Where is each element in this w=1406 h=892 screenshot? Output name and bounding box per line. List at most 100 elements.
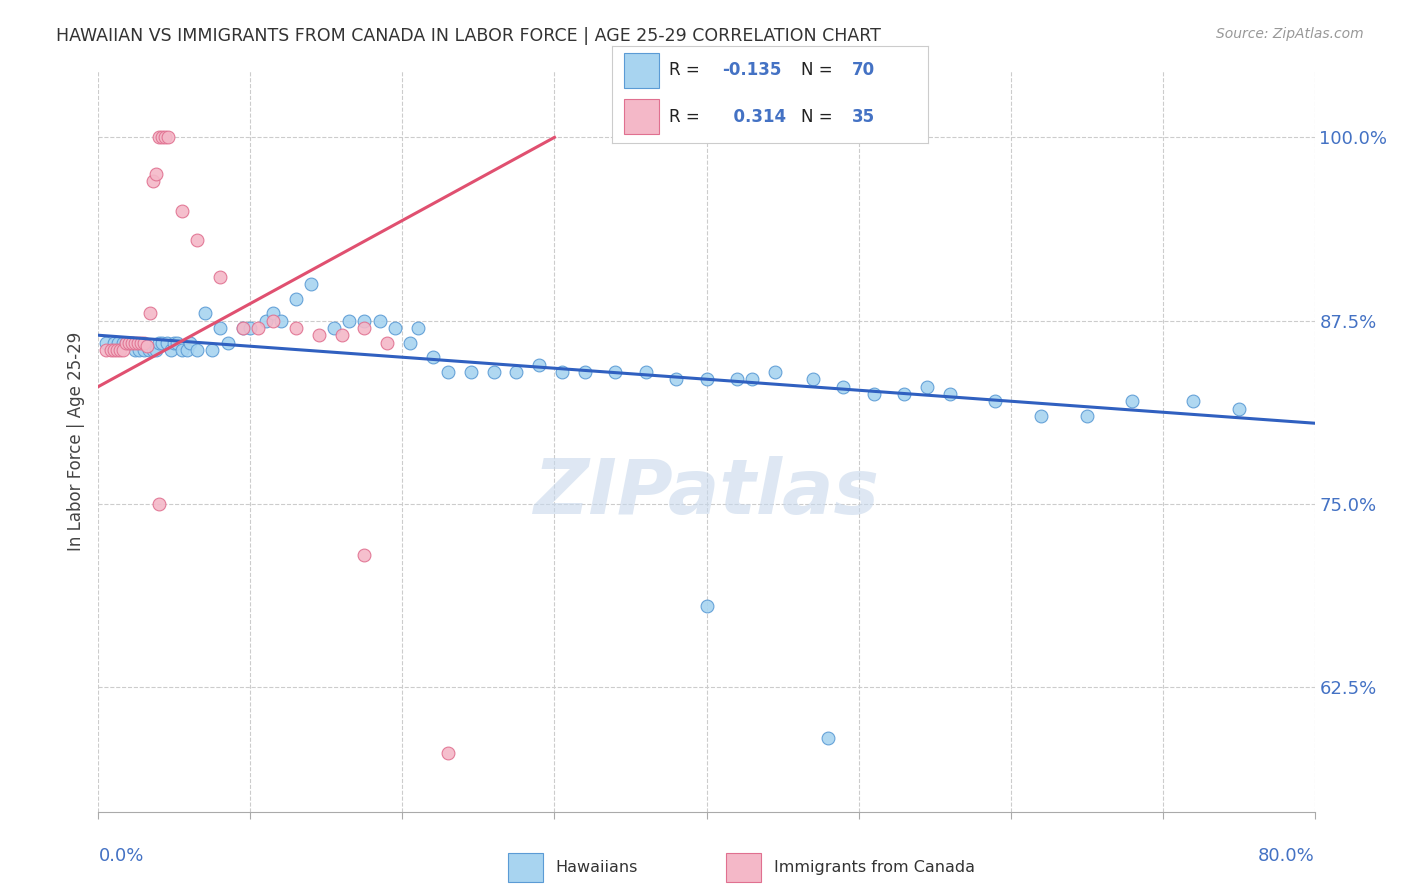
Point <box>94 335 117 350</box>
Point <box>156 335 179 350</box>
Point <box>100 343 122 357</box>
Point <box>170 203 193 218</box>
Text: 70: 70 <box>852 62 875 79</box>
Point <box>696 599 718 614</box>
Point <box>437 365 460 379</box>
Text: 0.0%: 0.0% <box>98 847 143 865</box>
Point <box>186 343 208 357</box>
Point <box>127 335 149 350</box>
Point <box>160 343 183 357</box>
Point <box>108 343 131 357</box>
Bar <box>725 854 761 881</box>
Point <box>801 372 824 386</box>
Point <box>551 365 574 379</box>
Point <box>176 343 198 357</box>
Point <box>984 394 1007 409</box>
Text: HAWAIIAN VS IMMIGRANTS FROM CANADA IN LABOR FORCE | AGE 25-29 CORRELATION CHART: HAWAIIAN VS IMMIGRANTS FROM CANADA IN LA… <box>56 27 882 45</box>
Point <box>529 358 551 372</box>
Text: N =: N = <box>801 62 838 79</box>
Point <box>142 343 165 357</box>
Text: ZIPatlas: ZIPatlas <box>533 457 880 531</box>
Point <box>1076 409 1098 423</box>
Point <box>939 387 962 401</box>
Point <box>247 321 270 335</box>
Point <box>763 365 786 379</box>
Point <box>166 335 188 350</box>
Point <box>194 306 217 320</box>
Point <box>209 321 232 335</box>
Text: 35: 35 <box>852 108 875 126</box>
Point <box>262 313 284 327</box>
Point <box>124 343 146 357</box>
Point <box>353 548 375 562</box>
Point <box>817 731 839 746</box>
Point <box>103 343 125 357</box>
Point <box>574 365 596 379</box>
Text: N =: N = <box>801 108 838 126</box>
Point <box>330 328 353 343</box>
Point <box>179 335 201 350</box>
Point <box>148 335 170 350</box>
Point <box>121 335 143 350</box>
Point <box>105 343 128 357</box>
Point <box>384 321 406 335</box>
Point <box>323 321 346 335</box>
Point <box>145 167 167 181</box>
Point <box>696 372 718 386</box>
Point <box>299 277 322 291</box>
Point <box>155 130 177 145</box>
Point <box>375 335 398 350</box>
Point <box>114 335 136 350</box>
Point <box>665 372 688 386</box>
Point <box>862 387 884 401</box>
Point <box>406 321 429 335</box>
Text: 0.314: 0.314 <box>723 108 786 126</box>
Point <box>893 387 915 401</box>
Point <box>1121 394 1143 409</box>
Point <box>129 335 152 350</box>
Point <box>741 372 763 386</box>
Point <box>832 379 855 393</box>
Text: R =: R = <box>669 62 704 79</box>
Point <box>262 306 284 320</box>
Point <box>270 313 292 327</box>
Point <box>399 335 422 350</box>
Point <box>217 335 239 350</box>
Point <box>138 343 160 357</box>
Point <box>118 335 141 350</box>
Point <box>1227 401 1250 416</box>
Point <box>118 335 141 350</box>
Point <box>186 233 208 247</box>
Point <box>1029 409 1052 423</box>
Text: Source: ZipAtlas.com: Source: ZipAtlas.com <box>1216 27 1364 41</box>
Point <box>460 365 482 379</box>
Point <box>148 497 170 511</box>
Point <box>132 343 155 357</box>
Bar <box>624 99 659 134</box>
Point <box>1182 394 1205 409</box>
Point <box>254 313 277 327</box>
Point <box>285 321 308 335</box>
Point <box>136 338 159 352</box>
Point <box>308 328 330 343</box>
Point <box>353 321 375 335</box>
Text: 80.0%: 80.0% <box>1258 847 1315 865</box>
Point <box>148 130 170 145</box>
Point <box>121 335 143 350</box>
Point <box>94 343 117 357</box>
Point <box>111 343 134 357</box>
Point <box>150 335 173 350</box>
Point <box>505 365 527 379</box>
Point <box>605 365 627 379</box>
Point <box>150 130 173 145</box>
Point <box>142 174 165 188</box>
Point <box>437 746 460 760</box>
Text: Hawaiians: Hawaiians <box>555 860 638 875</box>
Point <box>124 335 146 350</box>
Point <box>368 313 391 327</box>
Point <box>111 335 134 350</box>
Text: -0.135: -0.135 <box>723 62 782 79</box>
Point <box>132 335 155 350</box>
Y-axis label: In Labor Force | Age 25-29: In Labor Force | Age 25-29 <box>66 332 84 551</box>
Point <box>353 313 375 327</box>
